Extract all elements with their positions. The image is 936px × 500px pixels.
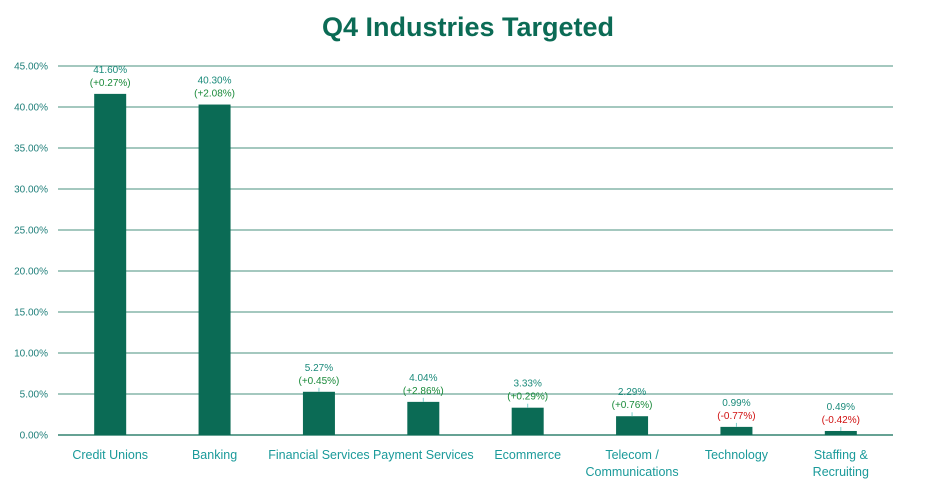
data-label-change: (+2.08%) [194, 89, 235, 100]
category-label: Banking [192, 448, 237, 462]
category-label: Ecommerce [494, 448, 561, 462]
y-tick-label: 15.00% [14, 308, 48, 319]
category-label: Credit Unions [72, 448, 148, 462]
bars [94, 93, 857, 435]
data-label-value: 0.49% [827, 402, 855, 413]
y-tick-label: 5.00% [20, 390, 48, 401]
bar [302, 391, 335, 435]
data-label-change: (+0.29%) [507, 392, 548, 403]
data-label-change: (+0.27%) [90, 78, 131, 89]
data-label-change: (+0.45%) [299, 376, 340, 387]
y-tick-label: 35.00% [14, 144, 48, 155]
data-label-value: 4.04% [409, 373, 437, 384]
y-tick-label: 40.00% [14, 103, 48, 114]
chart-title: Q4 Industries Targeted [321, 12, 615, 42]
category-labels: Credit Unions Banking Financial Services Pa… [72, 448, 869, 479]
data-label-value: 2.29% [618, 387, 646, 398]
bar [720, 426, 753, 435]
data-labels: 41.60% (+0.27%) 40.30% (+2.08%) 5.27% (+0.45%… [90, 65, 860, 431]
data-label-value: 0.99% [722, 398, 750, 409]
category-label: Telecom / [605, 448, 659, 462]
data-label-value: 3.33% [514, 379, 542, 390]
bar [824, 430, 857, 435]
gridlines [58, 65, 893, 436]
data-label-value: 40.30% [198, 76, 232, 87]
y-tick-label: 45.00% [14, 62, 48, 73]
category-label: Communications [586, 465, 679, 479]
data-label-change: (-0.77%) [717, 411, 755, 422]
category-label: Payment Services [373, 448, 474, 462]
data-label-value: 5.27% [305, 363, 333, 374]
bar [198, 104, 231, 435]
category-label: Staffing & [814, 448, 869, 462]
y-tick-label: 30.00% [14, 185, 48, 196]
y-tick-label: 10.00% [14, 349, 48, 360]
data-label-change: (+2.86%) [403, 386, 444, 397]
bar [407, 401, 440, 435]
bar [511, 407, 544, 435]
y-tick-label: 20.00% [14, 267, 48, 278]
bar [94, 93, 127, 435]
bar [616, 416, 649, 435]
data-label-value: 41.60% [93, 65, 127, 76]
y-axis-ticks: 0.00% 5.00% 10.00% 15.00% 20.00% 25.00% 30.00%… [14, 62, 48, 442]
data-label-change: (-0.42%) [822, 415, 860, 426]
data-label-change: (+0.76%) [612, 400, 653, 411]
category-label: Recruiting [813, 465, 869, 479]
y-tick-label: 0.00% [20, 431, 48, 442]
category-label: Technology [705, 448, 769, 462]
y-tick-label: 25.00% [14, 226, 48, 237]
category-label: Financial Services [268, 448, 369, 462]
